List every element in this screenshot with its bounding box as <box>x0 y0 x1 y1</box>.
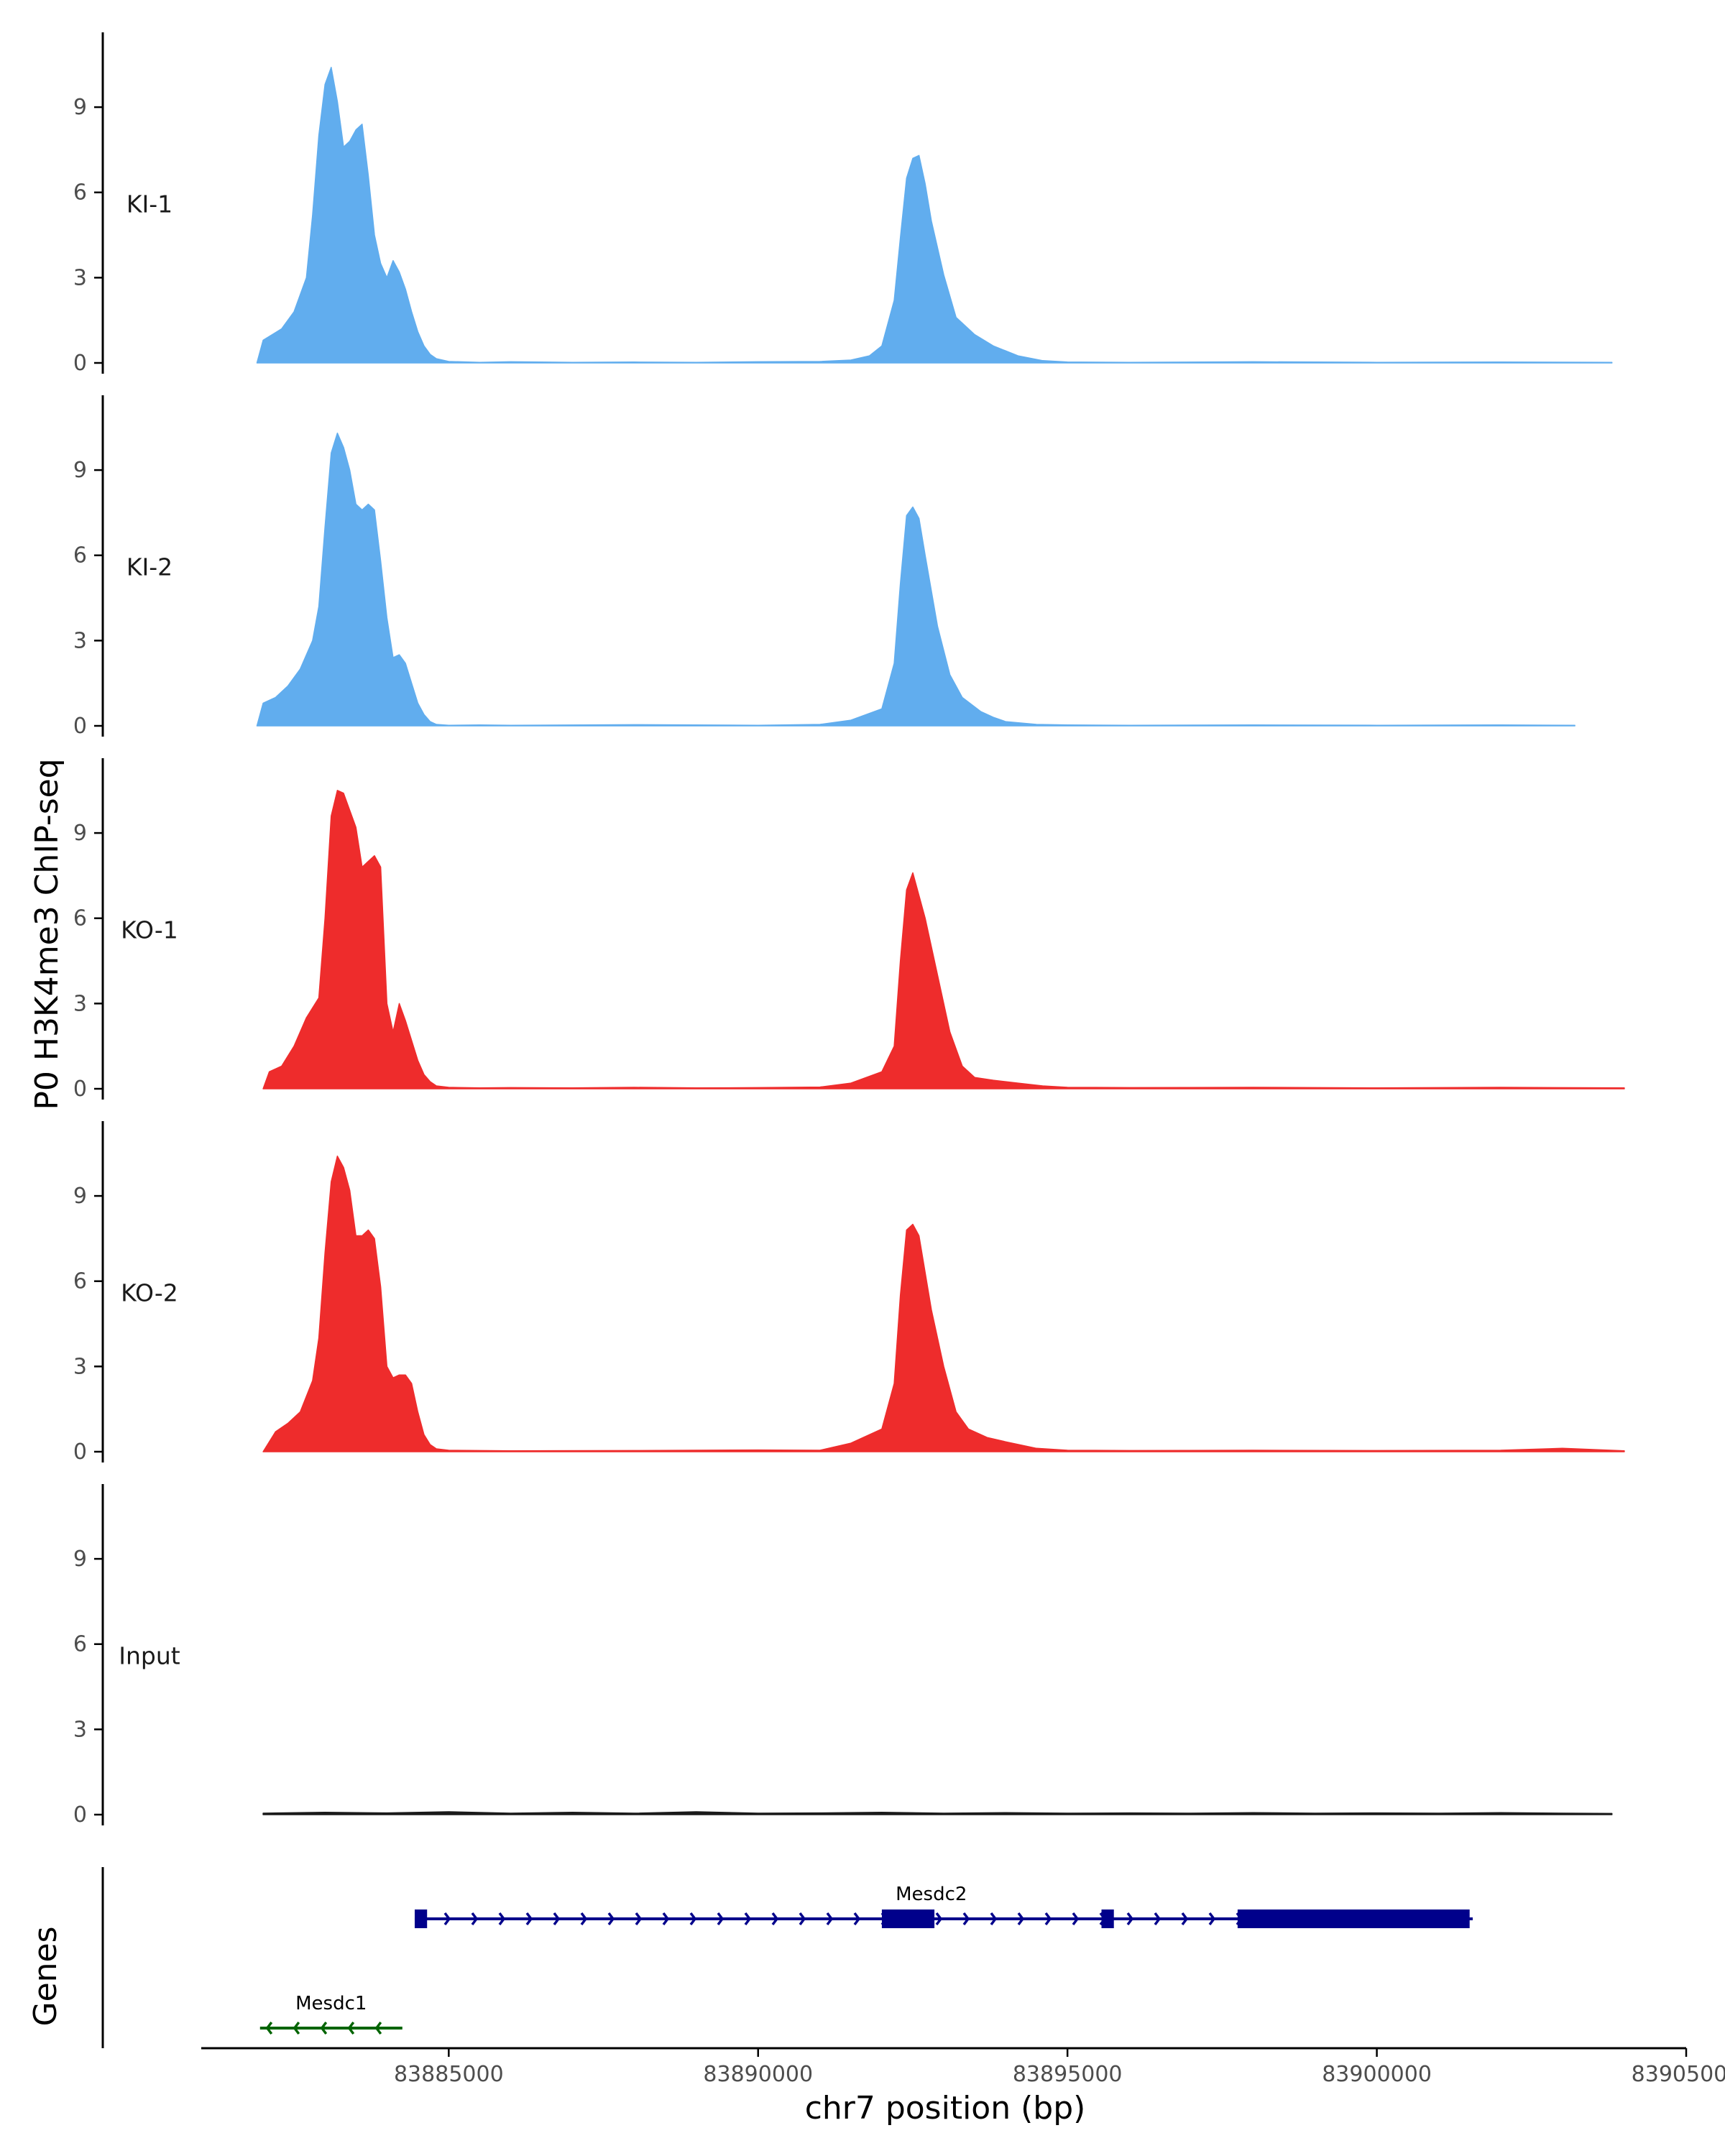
strand-chevron-right-icon <box>1044 1912 1052 1926</box>
y-tick-label: 9 <box>73 95 87 120</box>
y-tick-label: 3 <box>73 1354 87 1379</box>
signal-area-ki-1 <box>256 66 1613 364</box>
strand-chevron-right-icon <box>1154 1912 1162 1926</box>
x-tick-label: 83885000 <box>394 2062 504 2087</box>
strand-chevron-right-icon <box>662 1912 670 1926</box>
gene-exon <box>881 1909 935 1928</box>
gene-track: Mesdc2 Mesdc1 <box>101 1867 1473 2048</box>
track-ki-2: 0 3 6 9 KI-2 <box>73 395 1576 739</box>
strand-chevron-right-icon <box>689 1912 697 1926</box>
strand-chevron-right-icon <box>1208 1912 1216 1926</box>
gene-exon <box>1237 1909 1470 1928</box>
strand-chevron-right-icon <box>853 1912 861 1926</box>
gene-track-title: Genes <box>27 1926 64 2026</box>
y-axis-title: P0 H3K4me3 ChIP-seq <box>29 758 65 1110</box>
strand-chevron-right-icon <box>607 1912 615 1926</box>
strand-chevron-left-icon <box>293 2021 300 2035</box>
strand-chevron-right-icon <box>471 1912 479 1926</box>
y-tick-label: 3 <box>73 991 87 1016</box>
x-tick-label: 83905000 <box>1632 2062 1725 2087</box>
track-label: Input <box>119 1641 180 1669</box>
strand-chevron-right-icon <box>1017 1912 1025 1926</box>
track-label: KO-2 <box>121 1279 178 1307</box>
y-tick-label: 3 <box>73 628 87 653</box>
strand-chevron-right-icon <box>799 1912 806 1926</box>
y-tick-label: 6 <box>73 1632 87 1657</box>
y-tick-label: 6 <box>73 1269 87 1294</box>
y-tick-label: 6 <box>73 543 87 568</box>
strand-chevron-left-icon <box>320 2021 328 2035</box>
x-axis-title: chr7 position (bp) <box>805 2090 1086 2127</box>
strand-chevron-right-icon <box>935 1912 943 1926</box>
x-tick-label: 83890000 <box>703 2062 813 2087</box>
signal-tracks: 0 3 6 9 KI-1 0 3 6 9 KI-2 0 3 6 9 KO-1 0 3 6 9 KO-2 0 3 6 9 Inpu… <box>73 32 1625 1828</box>
y-tick-label: 0 <box>73 1077 87 1102</box>
strand-chevron-right-icon <box>962 1912 970 1926</box>
strand-chevron-right-icon <box>443 1912 451 1926</box>
y-tick-label: 6 <box>73 180 87 206</box>
strand-chevron-right-icon <box>1126 1912 1134 1926</box>
y-tick-label: 3 <box>73 1717 87 1742</box>
strand-chevron-right-icon <box>717 1912 724 1926</box>
strand-chevron-right-icon <box>635 1912 643 1926</box>
track-label: KI-2 <box>126 553 172 581</box>
strand-chevron-right-icon <box>990 1912 998 1926</box>
x-tick-label: 83895000 <box>1013 2062 1123 2087</box>
strand-chevron-right-icon <box>525 1912 533 1926</box>
signal-area-ko-2 <box>262 1155 1625 1452</box>
track-label: KO-1 <box>121 916 178 944</box>
y-tick-label: 0 <box>73 1802 87 1828</box>
track-ko-1: 0 3 6 9 KO-1 <box>73 758 1625 1102</box>
strand-chevron-right-icon <box>744 1912 752 1926</box>
track-ki-1: 0 3 6 9 KI-1 <box>73 32 1613 376</box>
y-tick-label: 0 <box>73 351 87 376</box>
gene-exon <box>414 1909 428 1928</box>
y-tick-label: 9 <box>73 458 87 483</box>
strand-chevron-left-icon <box>265 2021 273 2035</box>
gene-exon <box>1101 1909 1114 1928</box>
strand-chevron-left-icon <box>374 2021 382 2035</box>
track-input: 0 3 6 9 Input <box>73 1484 1613 1828</box>
signal-area-ko-1 <box>262 790 1625 1089</box>
x-tick-label: 83900000 <box>1322 2062 1432 2087</box>
x-axis: 83885000 83890000 83895000 83900000 83905000 <box>201 2047 1725 2087</box>
track-label: KI-1 <box>126 190 172 218</box>
y-tick-label: 9 <box>73 821 87 846</box>
y-tick-label: 9 <box>73 1184 87 1209</box>
strand-chevron-right-icon <box>826 1912 834 1926</box>
strand-chevron-right-icon <box>771 1912 779 1926</box>
gene-label: Mesdc2 <box>896 1884 967 1905</box>
strand-chevron-right-icon <box>1181 1912 1189 1926</box>
strand-chevron-right-icon <box>553 1912 561 1926</box>
strand-chevron-left-icon <box>347 2021 355 2035</box>
y-tick-label: 6 <box>73 906 87 931</box>
strand-chevron-right-icon <box>1072 1912 1080 1926</box>
strand-chevron-right-icon <box>498 1912 506 1926</box>
signal-area-ki-2 <box>256 432 1576 727</box>
gene-mesdc2: Mesdc2 <box>414 1884 1473 1928</box>
strand-chevron-right-icon <box>580 1912 588 1926</box>
signal-area-input <box>262 1811 1613 1815</box>
gene-mesdc1: Mesdc1 <box>259 1993 402 2035</box>
y-tick-label: 3 <box>73 265 87 290</box>
track-ko-2: 0 3 6 9 KO-2 <box>73 1121 1625 1465</box>
y-tick-label: 9 <box>73 1547 87 1572</box>
y-tick-label: 0 <box>73 1439 87 1465</box>
gene-label: Mesdc1 <box>295 1993 367 2014</box>
y-tick-label: 0 <box>73 714 87 739</box>
